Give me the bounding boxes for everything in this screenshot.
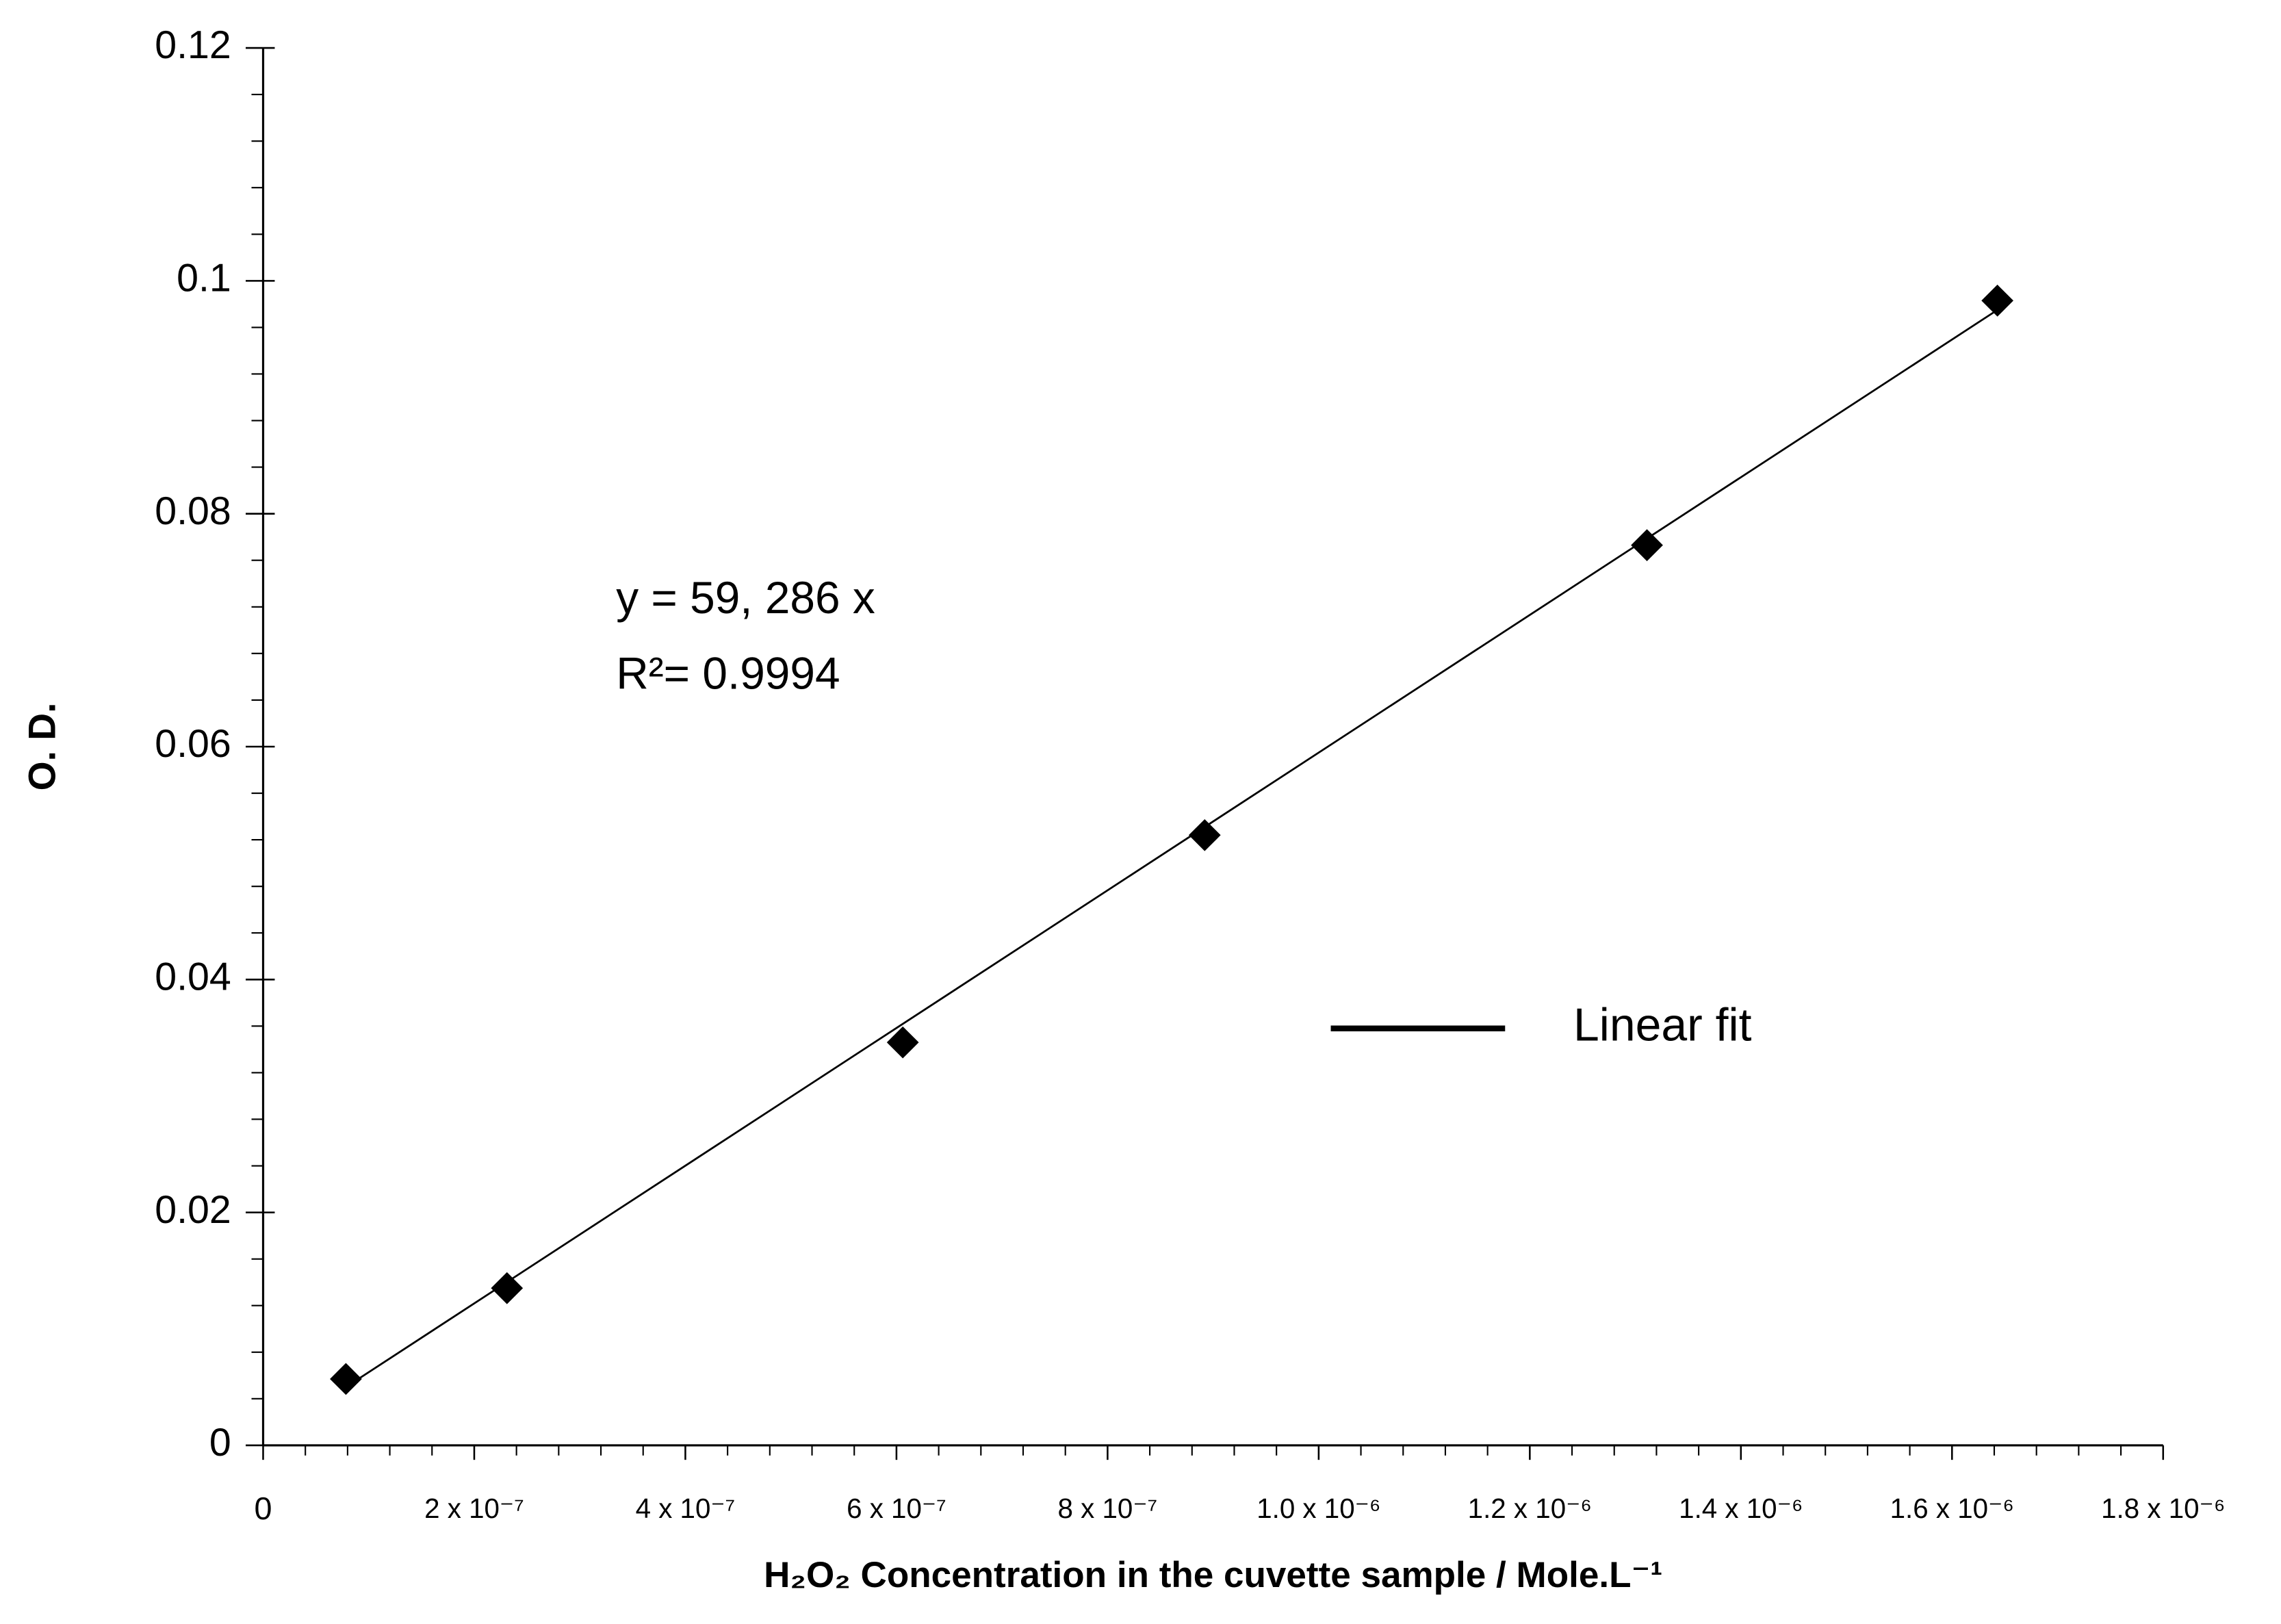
fit-line [345,309,1998,1389]
data-point [1981,284,2013,317]
y-tick-label: 0.04 [155,955,231,998]
x-tick-label: 8 x 10⁻⁷ [1058,1493,1158,1524]
data-point [1631,529,1663,561]
annotation: R²= 0.9994 [616,647,840,698]
x-tick-label: 2 x 10⁻⁷ [424,1493,524,1524]
x-tick-label: 6 x 10⁻⁷ [847,1493,946,1524]
y-tick-label: 0.02 [155,1188,231,1232]
x-tick-label: 1.4 x 10⁻⁶ [1679,1493,1803,1524]
x-tick-label: 0 [255,1491,272,1526]
legend-label: Linear fit [1573,1000,1752,1051]
x-tick-label: 1.2 x 10⁻⁶ [1468,1493,1592,1524]
y-tick-label: 0.1 [177,256,231,300]
y-tick-label: 0.06 [155,722,231,766]
data-point [491,1272,524,1304]
data-point [330,1363,362,1395]
y-tick-label: 0.08 [155,489,231,533]
y-tick-label: 0 [209,1421,231,1465]
x-axis-label: H₂O₂ Concentration in the cuvette sample… [764,1555,1662,1595]
x-tick-label: 1.6 x 10⁻⁶ [1890,1493,2014,1524]
y-axis-label: O. D. [21,703,64,791]
annotation: y = 59, 286 x [616,572,875,623]
x-tick-label: 1.0 x 10⁻⁶ [1257,1493,1380,1524]
x-tick-label: 1.8 x 10⁻⁶ [2101,1493,2225,1524]
x-tick-label: 4 x 10⁻⁷ [636,1493,736,1524]
data-point [886,1026,919,1059]
y-tick-label: 0.12 [155,23,231,67]
